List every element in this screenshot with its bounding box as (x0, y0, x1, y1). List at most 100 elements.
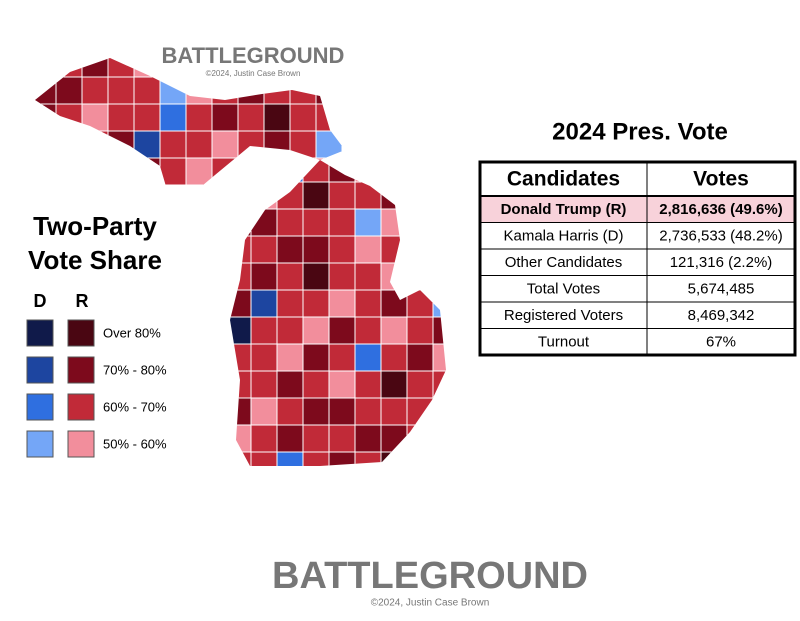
county (230, 208, 252, 237)
county (81, 103, 109, 132)
county (107, 103, 135, 132)
legend-title: Two-Party (33, 211, 157, 241)
table-header: Votes (693, 168, 749, 191)
county (55, 130, 83, 159)
county (354, 451, 382, 466)
county (230, 451, 252, 466)
county (230, 397, 252, 426)
table-cell: Registered Voters (504, 307, 623, 324)
county (354, 262, 382, 291)
county (432, 289, 446, 318)
county (289, 76, 317, 105)
county (250, 235, 278, 264)
county (133, 58, 161, 78)
county (380, 370, 408, 399)
county (406, 289, 434, 318)
table-cell: 5,674,485 (688, 281, 755, 298)
table-title: 2024 Pres. Vote (552, 118, 728, 145)
county (276, 370, 304, 399)
legend-swatch (26, 393, 54, 421)
county (328, 181, 356, 210)
county (250, 424, 278, 453)
county (250, 160, 278, 183)
county (328, 289, 356, 318)
county (354, 160, 382, 183)
county (315, 130, 343, 159)
county (237, 76, 265, 105)
county (276, 424, 304, 453)
county (406, 262, 434, 291)
trump-row-bg (480, 196, 795, 223)
county (380, 289, 408, 318)
county (328, 370, 356, 399)
county (302, 343, 330, 372)
county (302, 208, 330, 237)
county (276, 235, 304, 264)
county (250, 397, 278, 426)
county (55, 58, 83, 78)
county (263, 76, 291, 105)
county (81, 157, 109, 186)
table-header: Candidates (507, 168, 620, 191)
county (35, 103, 57, 132)
county (380, 397, 408, 426)
legend-title: Vote Share (28, 245, 162, 275)
county (230, 289, 252, 318)
county (237, 130, 265, 159)
legend-label: 70% - 80% (103, 362, 167, 377)
county (406, 208, 434, 237)
county (302, 451, 330, 466)
county (406, 343, 434, 372)
county (380, 160, 408, 183)
legend-swatch (26, 356, 54, 384)
county (406, 397, 434, 426)
county (159, 76, 187, 105)
county (263, 130, 291, 159)
county (133, 103, 161, 132)
county (250, 262, 278, 291)
county (276, 343, 304, 372)
brand: BATTLEGROUND (272, 555, 588, 597)
county (211, 130, 239, 159)
county (250, 181, 278, 210)
county (263, 157, 291, 186)
county (81, 130, 109, 159)
county (432, 208, 446, 237)
county (230, 424, 252, 453)
county (406, 181, 434, 210)
county (406, 370, 434, 399)
county (230, 343, 252, 372)
legend-label: Over 80% (103, 325, 161, 340)
county (302, 160, 330, 183)
county (302, 181, 330, 210)
county (276, 181, 304, 210)
county (159, 157, 187, 186)
legend-swatch (67, 430, 95, 458)
legend-swatch (67, 393, 95, 421)
county (315, 76, 343, 105)
county (133, 130, 161, 159)
county (328, 451, 356, 466)
county (315, 103, 343, 132)
county (107, 76, 135, 105)
legend-swatch (26, 319, 54, 347)
county (35, 130, 57, 159)
county (237, 157, 265, 186)
county (432, 451, 446, 466)
county (432, 343, 446, 372)
county (354, 235, 382, 264)
county (328, 343, 356, 372)
county (354, 208, 382, 237)
county (302, 289, 330, 318)
county (328, 235, 356, 264)
county (133, 76, 161, 105)
county (81, 58, 109, 78)
county (406, 451, 434, 466)
county (380, 451, 408, 466)
county (380, 343, 408, 372)
county (55, 76, 83, 105)
county (276, 397, 304, 426)
county (211, 76, 239, 105)
legend: Over 80% 70% - 80% 60% - 70% 50% - 60% (26, 319, 167, 458)
